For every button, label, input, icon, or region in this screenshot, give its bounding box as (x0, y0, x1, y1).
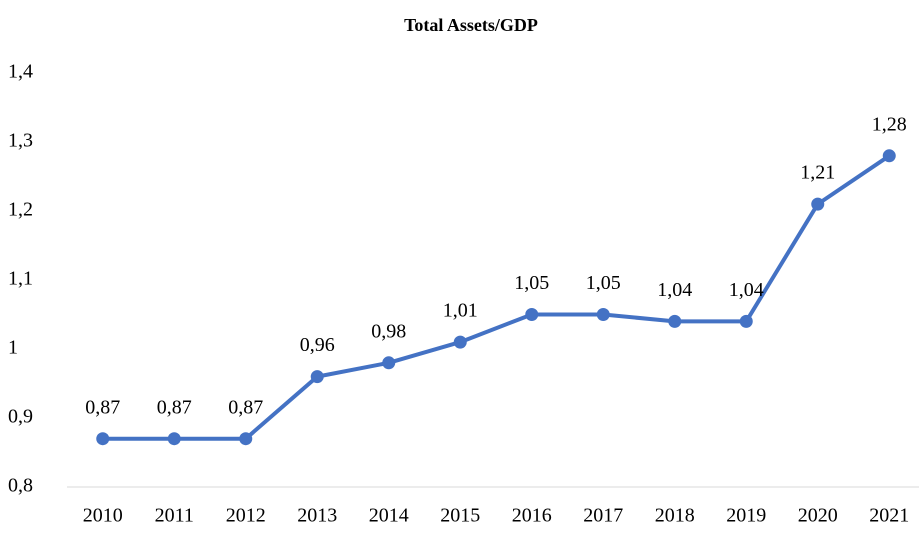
data-label: 1,01 (443, 300, 478, 322)
data-label: 1,04 (729, 279, 764, 301)
data-label: 1,21 (800, 162, 835, 184)
y-tick-label: 1,1 (8, 268, 33, 290)
marker (882, 149, 896, 163)
data-label: 1,04 (657, 279, 692, 301)
x-tick-label: 2014 (369, 505, 409, 527)
data-label: 0,87 (157, 396, 192, 418)
y-tick-label: 1,2 (8, 199, 33, 221)
data-label: 0,87 (228, 396, 263, 418)
marker (167, 432, 181, 446)
x-tick-label: 2012 (226, 505, 266, 527)
marker (596, 308, 610, 321)
data-label: 0,96 (300, 334, 335, 356)
y-tick-label: 0,8 (8, 475, 33, 497)
marker (668, 314, 682, 328)
x-tick-label: 2013 (297, 505, 337, 527)
x-tick-label: 2010 (83, 505, 123, 527)
data-label: 0,98 (371, 320, 406, 342)
y-tick-label: 0,9 (8, 406, 33, 428)
x-tick-label: 2019 (726, 505, 766, 527)
y-tick-label: 1 (8, 337, 18, 359)
data-label: 0,87 (85, 396, 120, 418)
y-tick-label: 1,4 (8, 61, 33, 83)
x-tick-label: 2015 (440, 505, 480, 527)
x-tick-label: 2020 (798, 505, 838, 527)
marker (811, 197, 825, 211)
data-label: 1,28 (872, 113, 907, 135)
y-tick-label: 1,3 (8, 130, 33, 152)
data-label: 1,05 (586, 272, 621, 294)
x-tick-label: 2021 (869, 505, 909, 527)
line (102, 154, 891, 441)
marker (382, 356, 396, 370)
x-tick-label: 2017 (583, 505, 623, 527)
marker (310, 370, 324, 384)
marker (96, 432, 110, 446)
marker (525, 308, 539, 321)
data-label: 1,05 (514, 272, 549, 294)
marker (739, 314, 753, 328)
marker (239, 432, 253, 446)
x-tick-label: 2016 (512, 505, 552, 527)
x-tick-label: 2011 (155, 505, 194, 527)
chart-title: Total Assets/GDP (404, 15, 538, 35)
x-tick-label: 2018 (655, 505, 695, 527)
marker (453, 335, 467, 349)
